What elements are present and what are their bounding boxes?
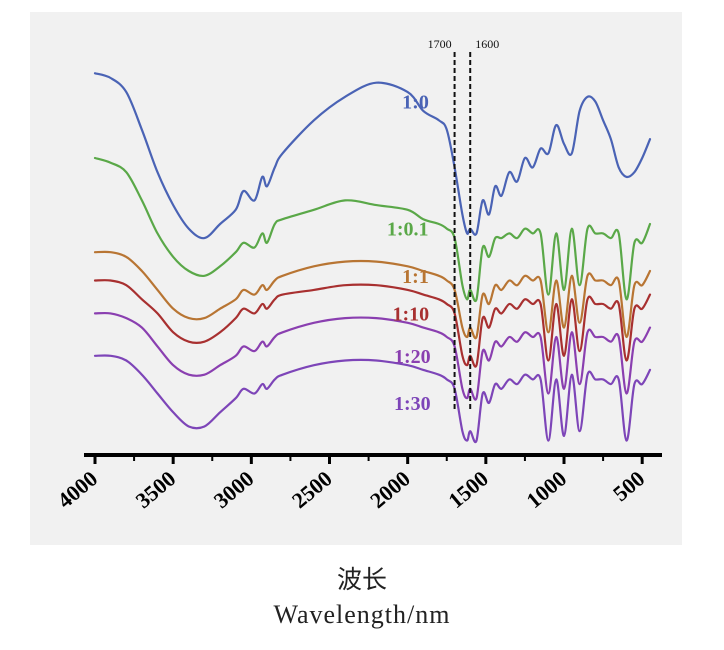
series-label-1-10: 1:10: [392, 303, 429, 325]
series-line-1-1: [93, 250, 652, 340]
series-label-1-0: 1:0: [402, 92, 429, 114]
series-line-1-10: [93, 279, 652, 368]
ftir-spectra-chart: 1700 1600 1:0 1:0.1 1:1 1:10 1:20 1:30 4000 3500 3…: [52, 37, 662, 513]
series-line-1-20: [93, 311, 652, 401]
series-label-1-0-1: 1:0.1: [387, 219, 429, 241]
x-tick-label-2500: 2500: [287, 466, 337, 513]
x-tick-label-3500: 3500: [131, 466, 181, 513]
x-tick-label-2000: 2000: [365, 466, 415, 513]
x-tick-label-500: 500: [608, 466, 649, 506]
series-line-1-0-1: [93, 156, 652, 303]
x-tick-label-1000: 1000: [521, 466, 571, 513]
x-axis-label-cn: 波长: [336, 565, 387, 594]
series-line-1-0: [93, 72, 652, 240]
x-tick-label-4000: 4000: [52, 466, 102, 513]
series-label-1-20: 1:20: [394, 346, 431, 368]
x-tick-label-3000: 3000: [209, 466, 259, 513]
x-axis-label: Wavelength/nm: [273, 600, 451, 629]
ref-label-1600: 1600: [475, 37, 499, 51]
series-label-1-30: 1:30: [394, 393, 431, 415]
series-line-1-30: [93, 354, 652, 444]
ref-label-1700: 1700: [428, 37, 452, 51]
series-label-1-1: 1:1: [402, 266, 429, 288]
x-tick-label-1500: 1500: [443, 466, 493, 513]
